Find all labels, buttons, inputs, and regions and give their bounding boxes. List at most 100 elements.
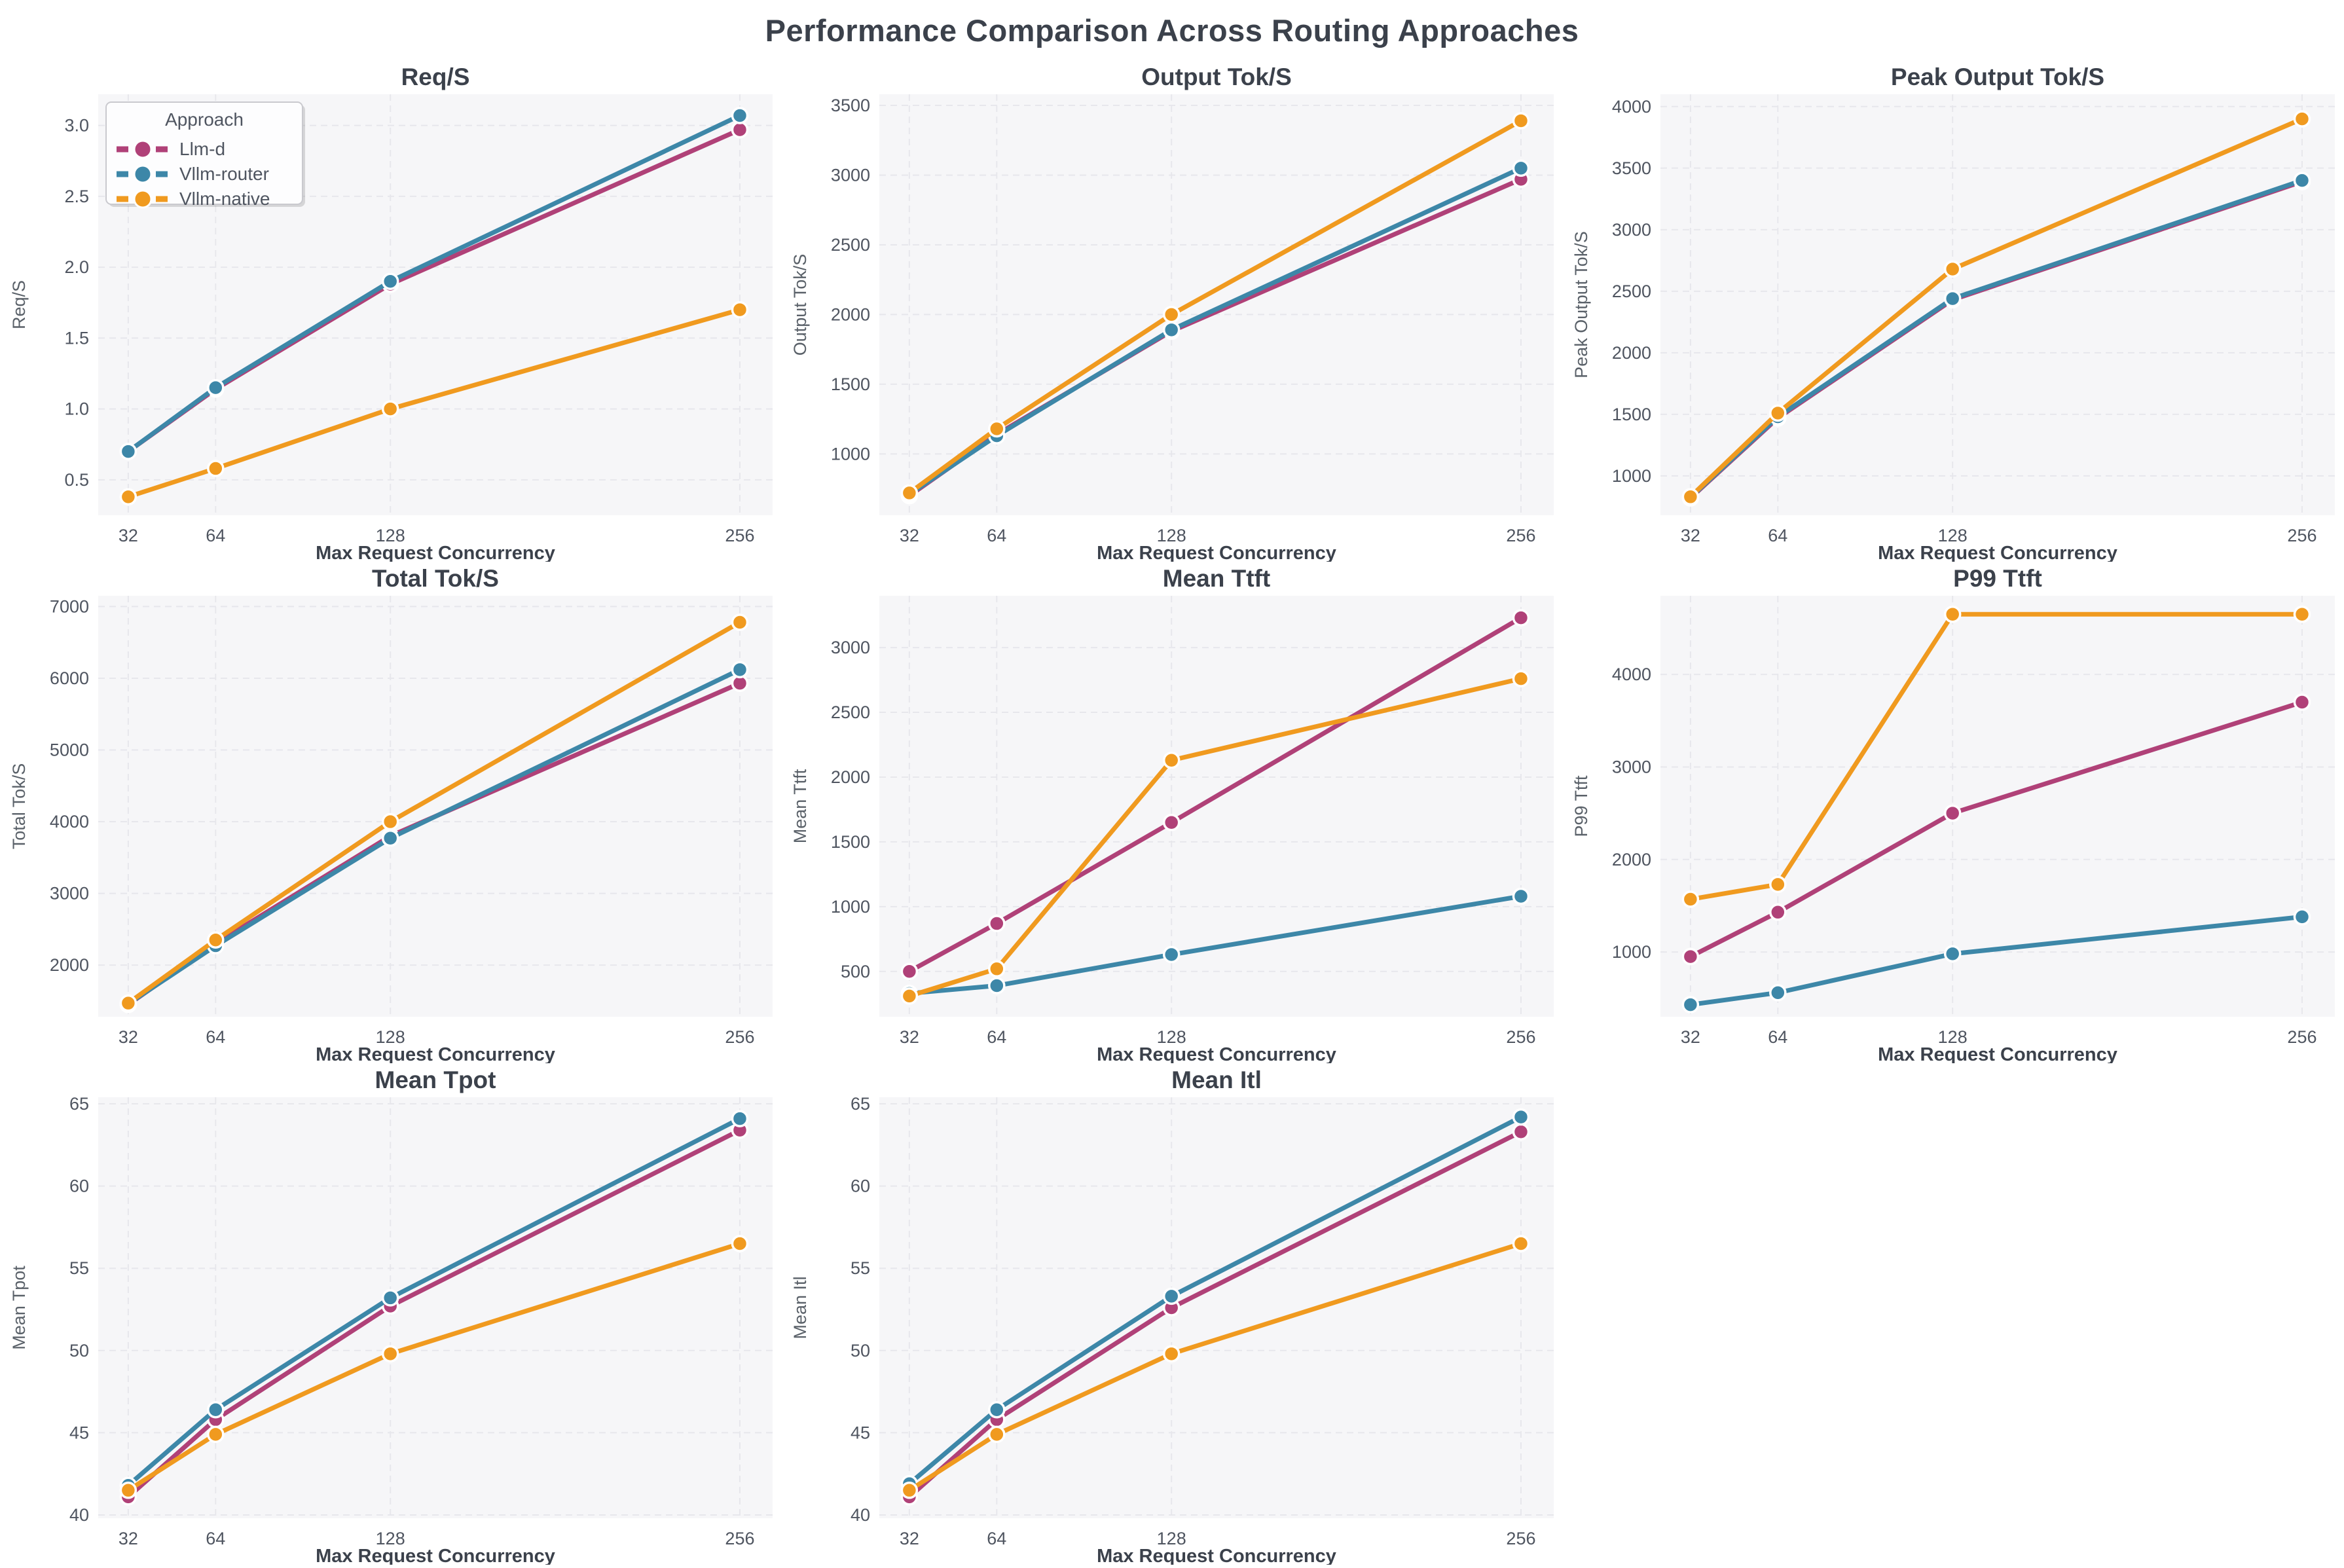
y-tick-label: 1500: [831, 374, 870, 394]
x-tick-label: 64: [987, 1529, 1006, 1548]
subplot-title: Mean Ttft: [1163, 565, 1270, 592]
chart-req-s: 0.5 1.0 1.5 2.0 2.5 3.0 32 64 128 256 Req/S Req/S Ma…: [9, 64, 773, 564]
data-point: [2293, 110, 2311, 128]
data-point: [1681, 488, 1700, 506]
data-point: [119, 1482, 137, 1499]
x-axis-label: Max Request Concurrency: [316, 543, 555, 562]
x-tick-label: 64: [206, 1027, 225, 1047]
y-tick-label: 2000: [831, 767, 870, 787]
subplot-title: P99 Ttft: [1953, 565, 2042, 592]
y-tick-label: 5000: [50, 740, 89, 760]
x-tick-label: 256: [725, 1529, 754, 1548]
data-point: [900, 987, 919, 1005]
series-vllm-native: [119, 1235, 749, 1499]
x-tick-label: 64: [1768, 1027, 1787, 1047]
chart-mean-tpot: 40 45 50 55 60 65 32 64 128 256 Mean Tpot Mean Tpot…: [9, 1067, 773, 1567]
y-tick-label: 50: [851, 1341, 870, 1360]
y-tick-label: 45: [69, 1423, 89, 1442]
y-tick-label: 1000: [831, 444, 870, 464]
y-tick-label: 40: [69, 1505, 89, 1525]
legend-marker: [133, 139, 153, 159]
data-point: [1162, 945, 1181, 964]
y-tick-label: 3500: [1612, 158, 1651, 178]
legend-label: Vllm-router: [179, 164, 269, 184]
y-tick-label: 3.0: [64, 116, 89, 136]
y-tick-label: 40: [851, 1505, 870, 1525]
subplot-mean-ttft: 500 1000 1500 2000 2500 3000 32 64 128 256 Mean Tt…: [781, 562, 1562, 1065]
data-point: [1943, 606, 1962, 623]
data-point: [1512, 1235, 1530, 1252]
data-point: [731, 120, 749, 139]
data-point: [1512, 112, 1530, 130]
data-point: [1162, 1345, 1181, 1363]
y-tick-label: 55: [69, 1258, 89, 1278]
y-axis-label: P99 Ttft: [1571, 775, 1591, 837]
chart-mean-itl: 40 45 50 55 60 65 32 64 128 256 Mean Itl Mean Itl Ma…: [790, 1067, 1554, 1567]
x-tick-label: 128: [1157, 1529, 1186, 1548]
series-vllm-native: [1681, 606, 2311, 908]
series-vllm-native: [1681, 110, 2311, 506]
y-tick-label: 4000: [50, 812, 89, 831]
x-tick-label: 64: [987, 1027, 1006, 1047]
series-line: [1688, 914, 2305, 1008]
subplot-title: Req/S: [401, 64, 470, 90]
data-point: [1769, 875, 1787, 894]
x-tick-label: 128: [1938, 1027, 1968, 1047]
data-point: [2293, 172, 2311, 189]
data-point: [119, 443, 137, 460]
data-point: [900, 484, 919, 502]
chart-mean-ttft: 500 1000 1500 2000 2500 3000 32 64 128 256 Mean Tt…: [790, 565, 1554, 1065]
subplot-p99-ttft: 1000 2000 3000 4000 32 64 128 256 P99 Ttft P99 Tt…: [1562, 562, 2343, 1065]
data-point: [1512, 1123, 1530, 1140]
series-line: [907, 166, 1524, 497]
series-llm-d: [1681, 693, 2311, 966]
y-tick-label: 1000: [1612, 466, 1651, 486]
y-tick-label: 6000: [50, 668, 89, 688]
x-tick-label: 64: [987, 526, 1006, 545]
legend-title: Approach: [165, 109, 244, 130]
x-tick-label: 256: [725, 526, 754, 545]
y-tick-label: 3000: [1612, 757, 1651, 776]
x-axis-label: Max Request Concurrency: [316, 1044, 555, 1063]
data-point: [1162, 752, 1181, 769]
y-tick-label: 50: [69, 1341, 89, 1360]
series-line: [907, 118, 1524, 496]
y-tick-label: 55: [851, 1258, 870, 1278]
data-point: [1681, 890, 1700, 908]
y-axis-label: Mean Itl: [790, 1276, 810, 1339]
series-line: [907, 1129, 1524, 1499]
subplot-req-s: 0.5 1.0 1.5 2.0 2.5 3.0 32 64 128 256 Req/S Req/S Ma…: [0, 60, 781, 564]
series-line: [907, 1114, 1524, 1486]
series-vllm-router: [1681, 908, 2311, 1013]
data-point: [988, 960, 1006, 978]
gridlines: [879, 94, 1554, 515]
x-tick-label: 32: [119, 526, 138, 545]
y-axis-label: Mean Ttft: [790, 769, 810, 843]
x-tick-label: 256: [1506, 1027, 1535, 1047]
data-point: [1162, 1287, 1181, 1305]
series-line: [126, 1116, 742, 1488]
x-axis-label: Max Request Concurrency: [1097, 1546, 1336, 1565]
series-vllm-native: [900, 670, 1530, 1005]
data-point: [1512, 670, 1530, 687]
y-tick-label: 45: [851, 1423, 870, 1442]
x-tick-label: 64: [206, 1529, 225, 1548]
legend-label: Vllm-native: [179, 189, 270, 209]
data-point: [731, 613, 749, 631]
subplot-mean-tpot: 40 45 50 55 60 65 32 64 128 256 Mean Tpot Mean Tpot…: [0, 1063, 781, 1567]
y-tick-label: 1.0: [64, 399, 89, 419]
legend-label: Llm-d: [179, 139, 225, 159]
y-tick-label: 1500: [831, 832, 870, 852]
data-point: [731, 301, 749, 319]
x-axis-label: Max Request Concurrency: [1878, 543, 2117, 562]
gridlines: [1660, 94, 2335, 515]
plot-area: [1660, 596, 2335, 1017]
data-point: [988, 1425, 1006, 1444]
series-line: [907, 676, 1524, 998]
x-tick-label: 128: [1938, 526, 1968, 545]
y-tick-label: 2.0: [64, 257, 89, 277]
y-axis-label: Peak Output Tok/S: [1571, 231, 1591, 378]
y-tick-label: 1500: [1612, 405, 1651, 424]
data-point: [381, 812, 399, 831]
data-point: [1681, 996, 1700, 1013]
